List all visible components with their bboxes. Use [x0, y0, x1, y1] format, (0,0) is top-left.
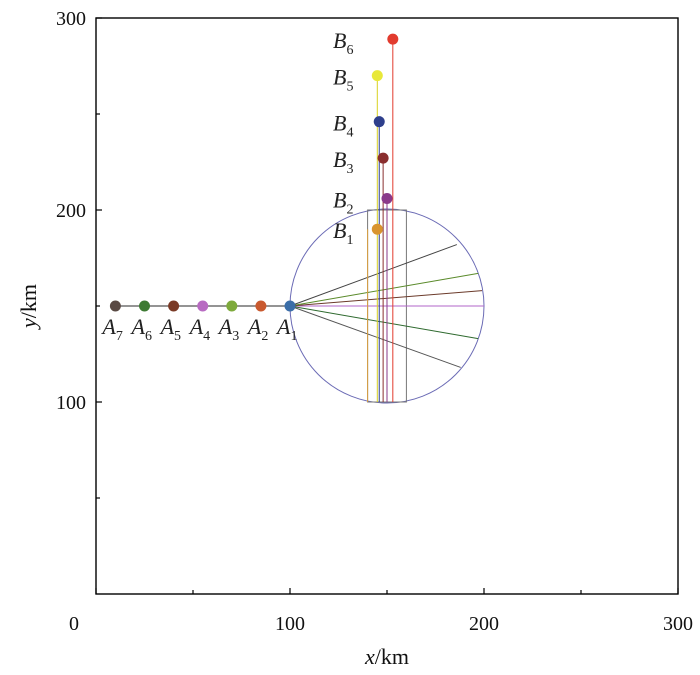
label-A4: A4 [188, 314, 210, 344]
label-A3: A3 [217, 314, 239, 344]
point-A1 [284, 300, 296, 312]
label-A1: A1 [275, 314, 297, 344]
label-A5: A5 [159, 314, 181, 344]
ray-line [289, 290, 483, 307]
x-tick-label: 0 [69, 613, 79, 635]
label-B5: B5 [333, 65, 353, 95]
label-A7: A7 [100, 314, 122, 344]
ray-line [289, 305, 479, 340]
point-A6 [139, 300, 150, 312]
label-B2: B2 [333, 187, 353, 217]
point-B6 [387, 33, 399, 45]
point-A4 [197, 300, 209, 312]
label-B4: B4 [333, 111, 353, 141]
x-axis-title: x/km [364, 644, 409, 669]
y-axis-title: y/km [16, 284, 41, 330]
lines-layer [115, 39, 484, 402]
y-axis-ticks: 100 200 300 [56, 8, 102, 499]
point-B2 [381, 192, 393, 204]
point-B1 [371, 223, 383, 235]
y-tick-label: 300 [56, 8, 86, 30]
point-A2 [255, 300, 267, 312]
label-B1: B1 [333, 218, 353, 248]
y-tick-label: 200 [56, 200, 86, 222]
x-tick-label: 300 [663, 613, 693, 635]
point-A3 [226, 300, 238, 312]
x-axis-ticks: 0 100 200 300 [69, 588, 693, 635]
label-A2: A2 [246, 314, 268, 344]
ray-line [289, 305, 461, 368]
x-tick-label: 200 [469, 613, 499, 635]
points-layer [109, 33, 399, 312]
y-tick-label: 100 [56, 392, 86, 414]
point-A5 [168, 300, 180, 312]
point-B3 [377, 152, 389, 164]
point-A7 [109, 300, 121, 312]
ray-line [289, 272, 479, 307]
label-B3: B3 [333, 147, 353, 177]
label-B6: B6 [333, 28, 353, 58]
x-tick-label: 100 [275, 613, 305, 635]
ray-line [289, 244, 458, 307]
label-A6: A6 [130, 314, 152, 344]
point-B4 [373, 116, 385, 128]
point-B5 [371, 70, 383, 82]
